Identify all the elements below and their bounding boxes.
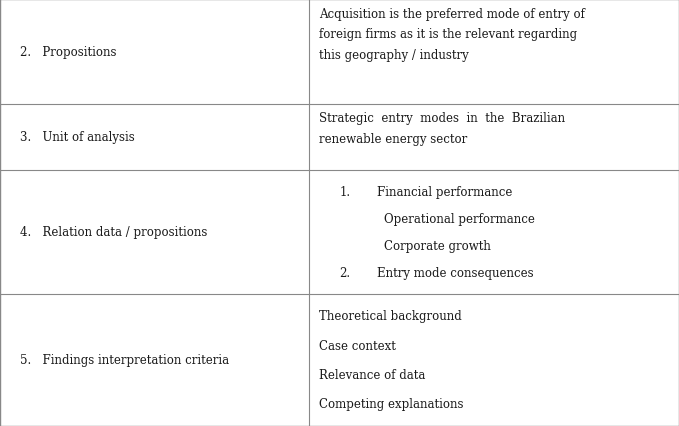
Text: Operational performance: Operational performance [384, 212, 534, 225]
Text: Entry mode consequences: Entry mode consequences [377, 266, 534, 279]
Text: Acquisition is the preferred mode of entry of
foreign firms as it is the relevan: Acquisition is the preferred mode of ent… [319, 8, 585, 61]
Text: 4.   Relation data / propositions: 4. Relation data / propositions [20, 226, 208, 239]
Text: 2.   Propositions: 2. Propositions [20, 46, 117, 59]
Text: Strategic  entry  modes  in  the  Brazilian
renewable energy sector: Strategic entry modes in the Brazilian r… [319, 112, 565, 145]
Text: Case context: Case context [319, 339, 396, 352]
Text: 5.   Findings interpretation criteria: 5. Findings interpretation criteria [20, 354, 230, 366]
Text: Theoretical background: Theoretical background [319, 310, 462, 322]
Text: Financial performance: Financial performance [377, 185, 512, 198]
Text: Relevance of data: Relevance of data [319, 368, 426, 381]
Text: 3.   Unit of analysis: 3. Unit of analysis [20, 131, 135, 144]
Text: Competing explanations: Competing explanations [319, 397, 464, 410]
Text: 1.: 1. [340, 185, 350, 198]
Text: Corporate growth: Corporate growth [384, 239, 490, 252]
Text: 2.: 2. [340, 266, 350, 279]
